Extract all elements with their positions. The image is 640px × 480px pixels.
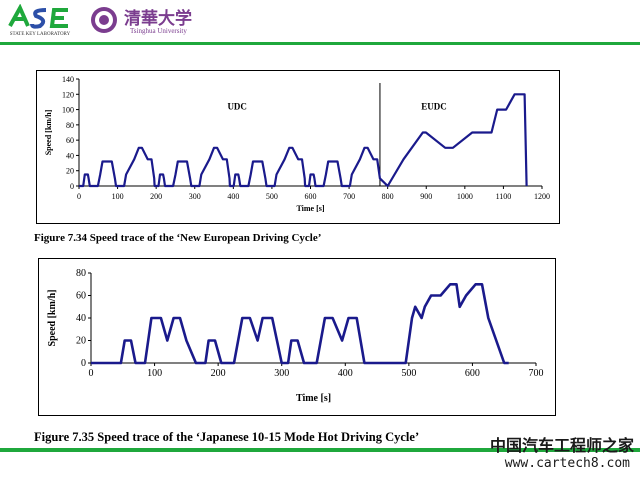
tsinghua-logo-cn: 清華大学 <box>124 8 192 28</box>
y-tick-label: 80 <box>66 121 74 130</box>
y-tick-label: 40 <box>66 151 74 160</box>
x-axis-label: Time [s] <box>296 204 324 213</box>
japan-chart-frame: 0 20 40 60 80 0 100 200 300 400 500 600 700 Time [s] S… <box>38 258 556 416</box>
x-tick-label: 1100 <box>496 192 512 201</box>
y-tick-label: 0 <box>70 182 74 191</box>
x-tick-label: 0 <box>77 192 81 201</box>
y-tick-label: 40 <box>76 313 86 324</box>
speed-trace-line <box>79 93 528 188</box>
y-tick-label: 120 <box>62 90 74 99</box>
figure-7-34-caption: Figure 7.34 Speed trace of the ‘New Euro… <box>34 232 322 244</box>
x-tick-label: 700 <box>529 368 544 379</box>
watermark-cn: 中国汽车工程师之家 <box>489 436 634 455</box>
x-tick-label: 500 <box>401 368 416 379</box>
tsinghua-logo: 清華大学 Tsinghua University <box>91 7 192 35</box>
x-axis-label: Time [s] <box>296 393 331 404</box>
header: STATE KEY LABORATORY 清華大学 Tsinghua Unive… <box>0 0 640 40</box>
x-tick-label: 600 <box>305 192 317 201</box>
x-tick-label: 700 <box>343 192 355 201</box>
y-tick-label: 60 <box>76 291 86 302</box>
watermark-url: www.cartech8.com <box>504 456 630 471</box>
header-rule <box>0 42 640 45</box>
japan-chart: 0 20 40 60 80 0 100 200 300 400 500 600 700 Time [s] S… <box>47 268 544 404</box>
phase-label: EUDC <box>421 102 447 112</box>
x-tick-label: 200 <box>211 368 226 379</box>
tsinghua-logo-en: Tsinghua University <box>130 27 187 35</box>
y-tick-label: 140 <box>62 75 74 84</box>
y-tick-label: 20 <box>76 336 86 347</box>
nedc-chart: 0 20 40 60 80 100 120 140 0 100 200 300 400 500 600 700… <box>44 75 550 213</box>
y-tick-label: 100 <box>62 106 74 115</box>
x-tick-label: 0 <box>89 368 94 379</box>
x-tick-label: 500 <box>266 192 278 201</box>
y-tick-label: 0 <box>81 358 86 369</box>
y-tick-label: 80 <box>76 268 86 279</box>
x-tick-label: 600 <box>465 368 480 379</box>
footer-rule <box>0 448 640 452</box>
x-tick-label: 1000 <box>457 192 473 201</box>
y-axis-label: Speed [km/h] <box>44 109 53 155</box>
y-tick-label: 20 <box>66 167 74 176</box>
x-tick-label: 400 <box>227 192 239 201</box>
x-tick-label: 300 <box>189 192 201 201</box>
nedc-chart-frame: 0 20 40 60 80 100 120 140 0 100 200 300 400 500 600 700… <box>36 70 560 224</box>
x-tick-label: 200 <box>150 192 162 201</box>
x-tick-label: 900 <box>420 192 432 201</box>
x-tick-label: 100 <box>112 192 124 201</box>
ase-logo: STATE KEY LABORATORY <box>6 4 74 38</box>
speed-trace-line <box>91 282 509 365</box>
x-tick-label: 300 <box>274 368 289 379</box>
y-axis-label: Speed [km/h] <box>47 290 58 347</box>
y-tick-label: 60 <box>66 136 74 145</box>
x-tick-label: 1200 <box>534 192 550 201</box>
x-tick-label: 100 <box>147 368 162 379</box>
phase-label: UDC <box>227 102 247 112</box>
figure-7-35-caption: Figure 7.35 Speed trace of the ‘Japanese… <box>34 430 420 444</box>
x-tick-label: 400 <box>338 368 353 379</box>
x-tick-label: 800 <box>382 192 394 201</box>
ase-logo-subtext: STATE KEY LABORATORY <box>10 32 71 37</box>
